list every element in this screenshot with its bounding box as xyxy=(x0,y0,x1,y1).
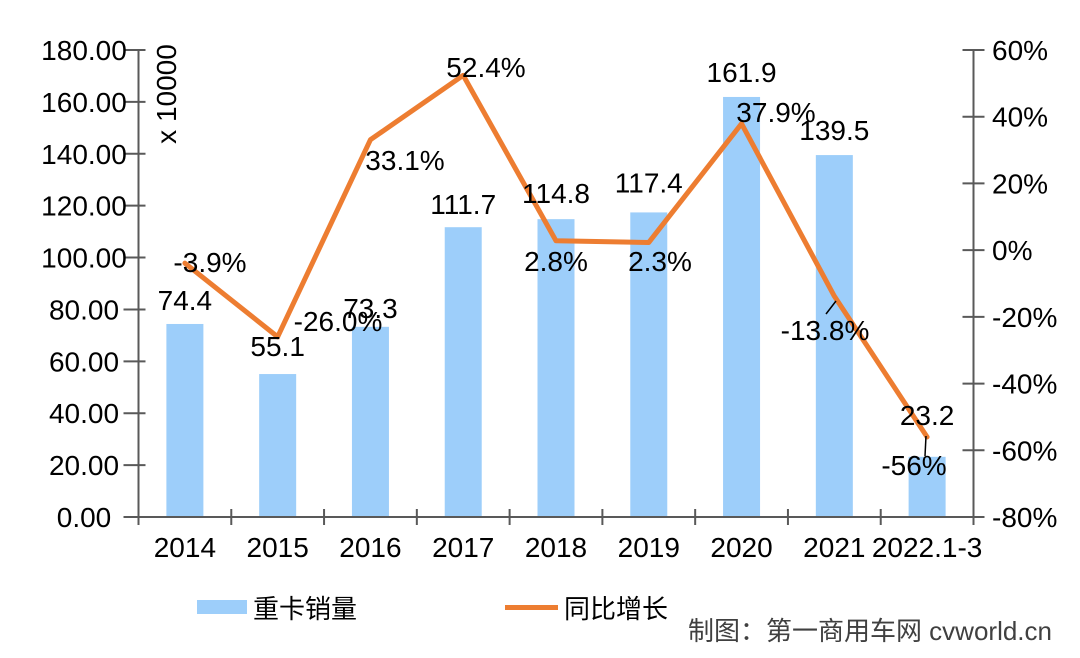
left-axis-tick-label: 0.00 xyxy=(57,502,112,533)
left-axis-tick-label: 100.00 xyxy=(41,243,127,274)
left-axis-tick-label: 40.00 xyxy=(49,398,119,429)
x-axis-category-label: 2014 xyxy=(154,532,216,563)
left-axis-tick-label: 60.00 xyxy=(49,346,119,377)
x-axis-category-label: 2022.1-3 xyxy=(872,532,983,563)
line-series-swatch xyxy=(505,604,558,610)
credit-text: 制图：第一商用车网 cvworld.cn xyxy=(687,616,1052,646)
bar-value-label: 117.4 xyxy=(615,167,683,198)
legend-label-yoy-growth: 同比增长 xyxy=(564,593,669,624)
bar-value-label: 55.1 xyxy=(250,331,305,362)
line-value-label: 37.9% xyxy=(736,97,815,128)
left-axis-tick-label: 180.00 xyxy=(41,35,127,66)
right-axis-tick-label: 40% xyxy=(992,102,1048,133)
legend: 重卡销量 同比增长 xyxy=(0,592,1080,624)
bar-2017 xyxy=(444,227,482,517)
bar-2019 xyxy=(630,212,668,517)
bar-value-label: 114.8 xyxy=(522,178,590,209)
right-axis-tick-label: 20% xyxy=(992,168,1048,199)
line-value-label: -56% xyxy=(881,450,946,481)
x-axis-category-label: 2015 xyxy=(247,532,309,563)
bar-2016 xyxy=(351,326,389,517)
bar-value-label: 23.2 xyxy=(900,400,955,431)
right-axis-tick-label: 0% xyxy=(992,235,1032,266)
right-axis-tick-label: -20% xyxy=(992,302,1057,333)
right-axis-tick-label: -40% xyxy=(992,369,1057,400)
bar-2020 xyxy=(723,96,761,517)
line-value-label: -13.8% xyxy=(781,315,870,346)
line-value-label: 2.8% xyxy=(524,246,588,277)
bar-series-swatch xyxy=(197,600,247,614)
bar-value-label: 161.9 xyxy=(707,57,777,88)
line-value-label: 33.1% xyxy=(365,145,444,176)
yoy-growth-line xyxy=(182,72,930,440)
bar-value-label: 73.3 xyxy=(343,293,398,324)
bar-2018 xyxy=(537,219,575,517)
label-leader-line xyxy=(924,435,927,457)
left-axis-tick-label: 80.00 xyxy=(49,294,119,325)
bar-value-label: 111.7 xyxy=(430,189,496,220)
line-value-label: -3.9% xyxy=(173,247,246,278)
bar-2015 xyxy=(259,374,297,517)
legend-item-yoy-growth: 同比增长 xyxy=(505,592,668,624)
left-axis-tick-label: 20.00 xyxy=(49,450,119,481)
x-axis-category-label: 2019 xyxy=(618,532,680,563)
legend-item-truck-sales: 重卡销量 xyxy=(197,592,357,624)
x-axis-category-label: 2020 xyxy=(710,532,772,563)
x-axis-category-label: 2017 xyxy=(432,532,494,563)
left-axis-tick-label: 140.00 xyxy=(41,139,127,170)
label-leader-line xyxy=(825,300,837,315)
x-axis-category-label: 2018 xyxy=(525,532,587,563)
left-axis-tick-label: 160.00 xyxy=(41,87,127,118)
bar-value-label: 139.5 xyxy=(799,115,869,146)
line-value-label: -26.0% xyxy=(294,306,383,337)
left-axis-tick-label: 120.00 xyxy=(41,191,127,222)
bar-2022.1-3 xyxy=(908,456,946,517)
left-axis-unit-label: x 10000 xyxy=(151,44,182,144)
bar-2014 xyxy=(166,323,204,517)
x-axis-category-label: 2021 xyxy=(803,532,865,563)
right-axis-tick-label: 60% xyxy=(992,35,1048,66)
right-axis-tick-label: -60% xyxy=(992,435,1057,466)
line-value-label: 2.3% xyxy=(628,246,692,277)
legend-label-truck-sales: 重卡销量 xyxy=(253,593,358,624)
bar-value-label: 74.4 xyxy=(158,285,213,316)
right-axis-tick-label: -80% xyxy=(992,502,1057,533)
line-value-label: 52.4% xyxy=(446,52,525,83)
x-axis-category-label: 2016 xyxy=(339,532,401,563)
bar-2021 xyxy=(815,155,853,517)
